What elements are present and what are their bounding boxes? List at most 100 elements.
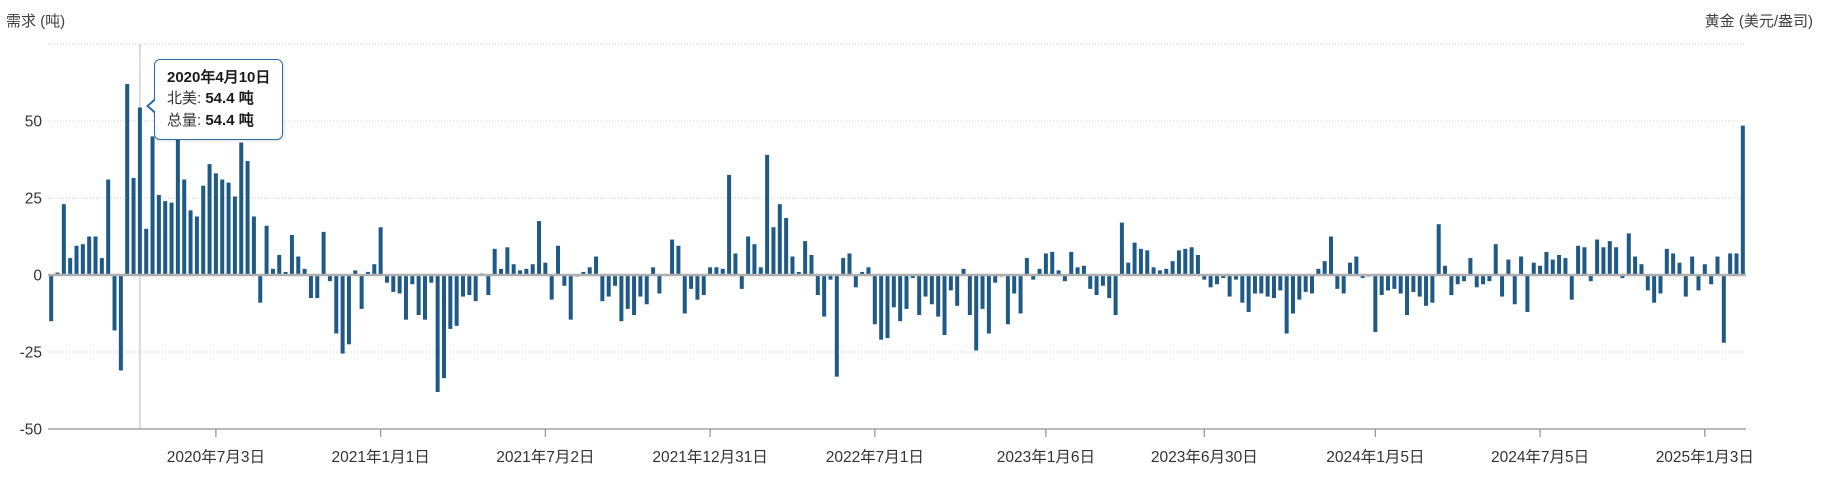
bar[interactable] bbox=[93, 236, 98, 276]
bar[interactable] bbox=[106, 179, 111, 275]
bar[interactable] bbox=[251, 216, 256, 275]
bar[interactable] bbox=[384, 275, 389, 283]
bar[interactable] bbox=[1386, 275, 1391, 291]
bar[interactable] bbox=[1671, 253, 1676, 275]
bar[interactable] bbox=[651, 267, 656, 275]
bar[interactable] bbox=[239, 142, 244, 275]
bar[interactable] bbox=[1348, 262, 1353, 275]
bar[interactable] bbox=[853, 275, 858, 288]
bar[interactable] bbox=[258, 275, 263, 303]
bar[interactable] bbox=[1037, 268, 1042, 275]
bar[interactable] bbox=[1360, 275, 1365, 279]
bar[interactable] bbox=[467, 275, 472, 296]
bar[interactable] bbox=[454, 275, 459, 326]
bar[interactable] bbox=[986, 275, 991, 334]
bar[interactable] bbox=[1430, 275, 1435, 303]
bar[interactable] bbox=[118, 275, 123, 371]
bar[interactable] bbox=[283, 271, 288, 275]
bar[interactable] bbox=[872, 275, 877, 325]
bar[interactable] bbox=[422, 275, 427, 320]
bar[interactable] bbox=[1500, 275, 1505, 297]
bar[interactable] bbox=[182, 179, 187, 275]
bar[interactable] bbox=[1246, 275, 1251, 312]
bar[interactable] bbox=[1062, 275, 1067, 282]
bar[interactable] bbox=[1145, 250, 1150, 275]
bar[interactable] bbox=[1576, 245, 1581, 275]
bar[interactable] bbox=[733, 253, 738, 275]
bar[interactable] bbox=[803, 241, 808, 275]
bar[interactable] bbox=[391, 275, 396, 292]
bar[interactable] bbox=[676, 245, 681, 275]
bar[interactable] bbox=[1284, 275, 1289, 334]
bar[interactable] bbox=[1081, 265, 1086, 275]
bar[interactable] bbox=[701, 275, 706, 296]
bar[interactable] bbox=[1626, 233, 1631, 275]
bar[interactable] bbox=[1443, 265, 1448, 275]
bar[interactable] bbox=[61, 204, 66, 275]
bar[interactable] bbox=[194, 216, 199, 275]
bar[interactable] bbox=[815, 275, 820, 296]
x-axis-label[interactable]: 2022年7月1日 bbox=[826, 448, 924, 466]
x-axis-label[interactable]: 2023年1月6日 bbox=[997, 448, 1095, 466]
bar[interactable] bbox=[1424, 275, 1429, 306]
bar[interactable] bbox=[885, 275, 890, 339]
x-axis-label[interactable]: 2024年7月5日 bbox=[1491, 448, 1589, 466]
bar[interactable] bbox=[435, 275, 440, 393]
bar[interactable] bbox=[1316, 268, 1321, 275]
bar[interactable] bbox=[866, 267, 871, 275]
bar[interactable] bbox=[1487, 275, 1492, 282]
bar[interactable] bbox=[226, 182, 231, 275]
bar[interactable] bbox=[670, 239, 675, 275]
bar[interactable] bbox=[1170, 261, 1175, 275]
bar[interactable] bbox=[898, 275, 903, 322]
bar[interactable] bbox=[980, 275, 985, 309]
bar[interactable] bbox=[1525, 275, 1530, 312]
bar[interactable] bbox=[1018, 275, 1023, 314]
bar[interactable] bbox=[1601, 247, 1606, 275]
bar[interactable] bbox=[904, 275, 909, 309]
bar[interactable] bbox=[327, 275, 332, 282]
bar[interactable] bbox=[1043, 253, 1048, 275]
bar[interactable] bbox=[752, 244, 757, 275]
bar[interactable] bbox=[682, 275, 687, 314]
bar[interactable] bbox=[796, 271, 801, 275]
bar[interactable] bbox=[594, 256, 599, 275]
bar[interactable] bbox=[112, 275, 117, 331]
bar[interactable] bbox=[137, 107, 142, 275]
bar[interactable] bbox=[315, 275, 320, 299]
bar[interactable] bbox=[1683, 275, 1688, 297]
bar[interactable] bbox=[1157, 270, 1162, 275]
bar[interactable] bbox=[505, 247, 510, 275]
bar[interactable] bbox=[1100, 275, 1105, 286]
bar[interactable] bbox=[289, 234, 294, 275]
bar[interactable] bbox=[834, 275, 839, 377]
bar[interactable] bbox=[1519, 256, 1524, 275]
bar[interactable] bbox=[581, 271, 586, 275]
bar[interactable] bbox=[1113, 275, 1118, 316]
bar[interactable] bbox=[1189, 247, 1194, 275]
bar[interactable] bbox=[790, 256, 795, 275]
bar[interactable] bbox=[163, 201, 168, 275]
bar[interactable] bbox=[346, 275, 351, 345]
bar[interactable] bbox=[1620, 275, 1625, 279]
bar[interactable] bbox=[809, 254, 814, 275]
bar[interactable] bbox=[1639, 264, 1644, 275]
bar[interactable] bbox=[1633, 256, 1638, 275]
bar[interactable] bbox=[1050, 251, 1055, 275]
bar[interactable] bbox=[1329, 236, 1333, 276]
bar[interactable] bbox=[974, 275, 979, 351]
bar[interactable] bbox=[638, 275, 643, 297]
bar[interactable] bbox=[441, 275, 446, 379]
bar[interactable] bbox=[1531, 262, 1536, 275]
bar[interactable] bbox=[1512, 275, 1517, 305]
bar[interactable] bbox=[1303, 275, 1308, 292]
bar[interactable] bbox=[910, 275, 915, 279]
bar[interactable] bbox=[1582, 247, 1587, 275]
bar[interactable] bbox=[321, 231, 326, 275]
bar[interactable] bbox=[1214, 275, 1219, 285]
bar[interactable] bbox=[1138, 248, 1143, 275]
bar[interactable] bbox=[1436, 224, 1441, 275]
bar[interactable] bbox=[125, 84, 130, 275]
x-axis-label[interactable]: 2023年6月30日 bbox=[1151, 448, 1258, 466]
bar[interactable] bbox=[929, 275, 934, 305]
